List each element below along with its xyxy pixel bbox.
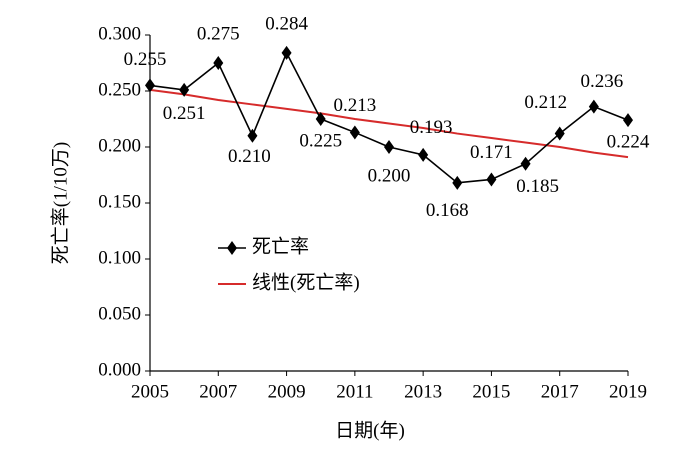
trend-line	[149, 88, 629, 159]
marker	[588, 99, 599, 114]
marker	[554, 126, 565, 141]
marker	[281, 45, 292, 60]
x-tick-label: 2011	[336, 381, 373, 402]
data-label: 0.168	[426, 200, 469, 221]
marker	[349, 125, 360, 140]
data-label: 0.185	[516, 176, 559, 197]
data-label: 0.255	[124, 49, 167, 70]
x-axis-label: 日期(年)	[335, 419, 405, 441]
x-tick-label: 2015	[472, 381, 510, 402]
data-label: 0.224	[607, 131, 650, 152]
x-tick-label: 2009	[268, 381, 306, 402]
legend-label: 死亡率	[252, 235, 309, 257]
data-label: 0.225	[299, 130, 342, 151]
y-tick-label: 0.050	[98, 303, 141, 324]
marker	[486, 172, 497, 187]
marker	[418, 147, 429, 162]
series-line	[149, 51, 629, 184]
data-label: 0.210	[228, 146, 271, 167]
legend-marker	[227, 241, 237, 255]
data-label: 0.193	[410, 117, 453, 138]
data-label: 0.212	[524, 92, 567, 113]
marker	[623, 113, 633, 128]
data-label: 0.284	[265, 13, 308, 34]
marker	[213, 56, 224, 70]
y-tick-label: 0.000	[98, 359, 141, 380]
x-tick-label: 2013	[404, 381, 442, 402]
legend-label: 线性(死亡率)	[252, 271, 360, 293]
marker	[520, 156, 531, 171]
marker	[179, 82, 190, 97]
y-axis-label: 死亡率(1/10万)	[49, 142, 71, 264]
y-tick-label: 0.300	[98, 23, 141, 44]
marker	[384, 140, 394, 154]
data-label: 0.251	[163, 103, 206, 124]
y-tick-label: 0.150	[98, 191, 141, 212]
marker	[452, 175, 463, 190]
data-label: 0.236	[580, 71, 623, 92]
y-tick-label: 0.250	[98, 79, 141, 100]
data-label: 0.171	[470, 142, 513, 163]
data-label: 0.213	[333, 95, 376, 116]
marker	[247, 128, 258, 143]
x-tick-label: 2005	[131, 381, 169, 402]
marker	[315, 112, 326, 126]
x-tick-label: 2007	[199, 381, 237, 402]
data-label: 0.200	[368, 165, 411, 186]
x-tick-label: 2019	[609, 381, 647, 402]
data-label: 0.275	[197, 23, 240, 44]
marker	[145, 78, 155, 93]
x-tick-label: 2017	[541, 381, 579, 402]
y-tick-label: 0.100	[98, 247, 141, 268]
y-tick-label: 0.200	[98, 135, 141, 156]
